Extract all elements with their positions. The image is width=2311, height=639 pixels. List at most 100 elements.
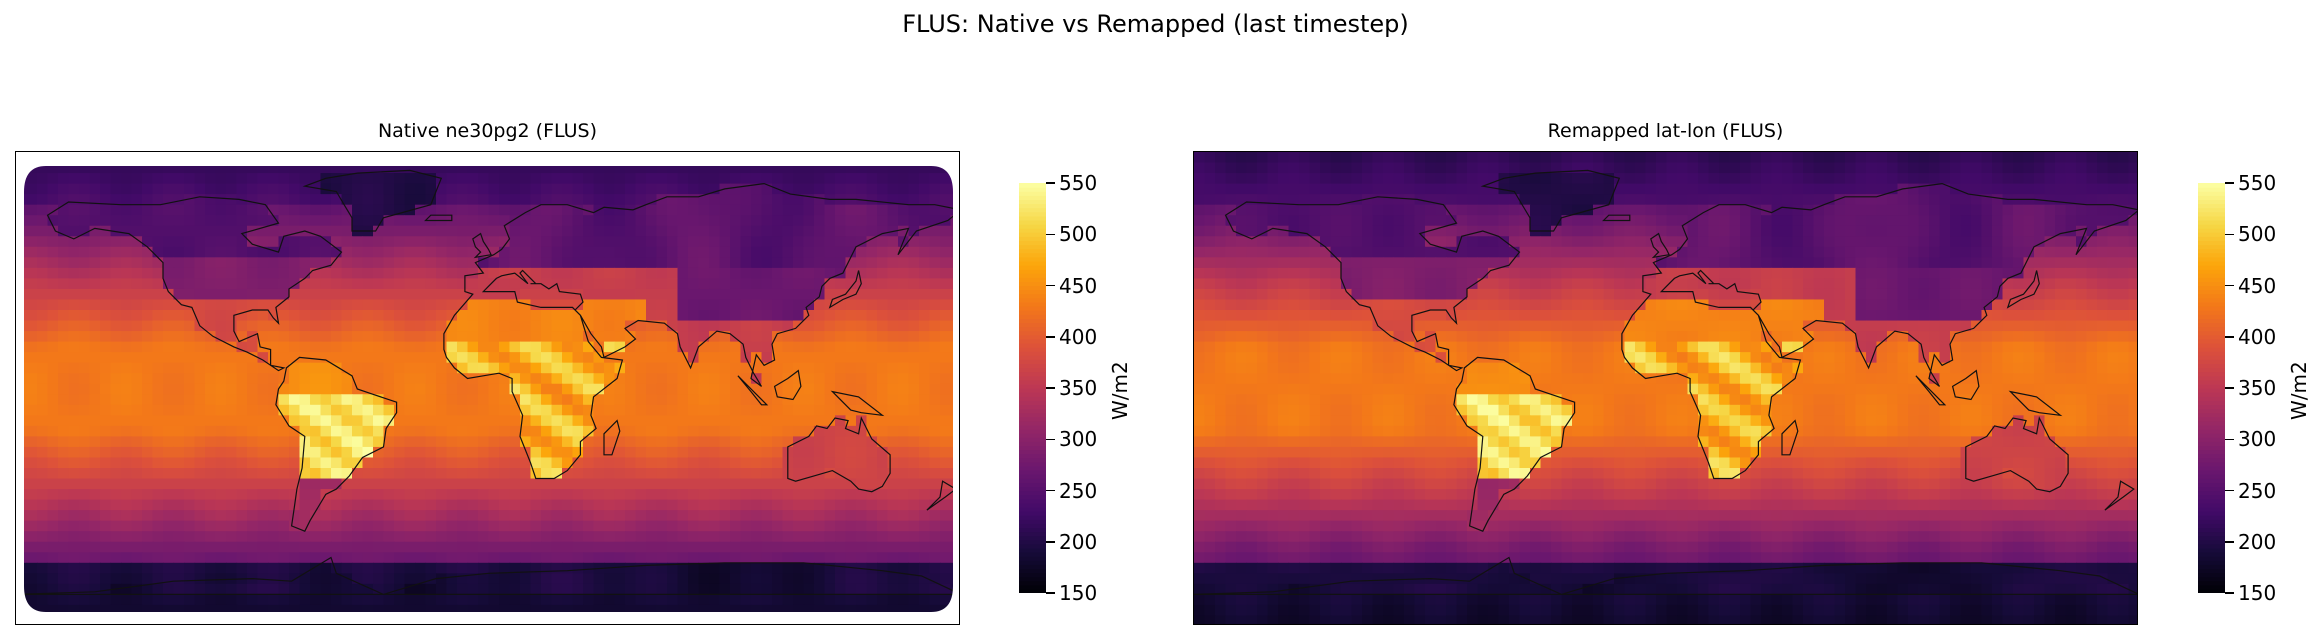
heatmap-cell <box>835 331 847 343</box>
heatmap-cell <box>173 194 185 206</box>
heatmap-cell <box>331 257 343 269</box>
heatmap-cell <box>436 373 448 385</box>
heatmap-cell <box>436 446 448 459</box>
heatmap-cell <box>719 520 731 532</box>
heatmap-cell <box>677 573 689 585</box>
heatmap-cell <box>247 183 259 195</box>
heatmap-cell <box>730 331 742 343</box>
heatmap-cell <box>1845 194 1857 206</box>
heatmap-cell <box>1813 225 1825 237</box>
heatmap-cell <box>142 478 154 490</box>
heatmap-cell <box>37 436 49 448</box>
heatmap-cell <box>761 352 773 364</box>
heatmap-cell <box>37 468 49 480</box>
heatmap-cell <box>299 531 311 543</box>
heatmap-cell <box>782 299 794 311</box>
heatmap-cell <box>761 236 773 248</box>
heatmap-cell <box>373 162 385 174</box>
heatmap-cell <box>247 478 259 490</box>
heatmap-cell <box>1761 162 1773 174</box>
coastline-greenland <box>302 169 443 232</box>
heatmap-cell <box>793 531 805 543</box>
heatmap-cell <box>614 331 626 343</box>
heatmap-cell <box>404 457 416 469</box>
heatmap-cell <box>583 573 595 585</box>
heatmap-cell <box>1236 215 1248 227</box>
heatmap-cell <box>845 173 857 185</box>
heatmap-cell <box>583 594 595 606</box>
heatmap-cell <box>310 288 322 301</box>
heatmap-cell <box>845 573 857 585</box>
heatmap-cell <box>530 362 542 374</box>
heatmap-cell <box>1330 152 1342 164</box>
heatmap-cell <box>625 415 637 427</box>
heatmap-cell <box>940 373 952 385</box>
heatmap-cell <box>436 341 448 353</box>
heatmap-cell <box>1530 152 1542 164</box>
heatmap-cell <box>635 320 647 332</box>
heatmap-cell <box>709 562 721 574</box>
heatmap-cell <box>1792 194 1804 206</box>
heatmap-cell <box>173 478 185 490</box>
heatmap-cell <box>268 267 280 279</box>
heatmap-cell <box>656 583 668 595</box>
heatmap-cell <box>352 310 364 322</box>
heatmap-cell <box>1792 204 1804 216</box>
heatmap-cell <box>614 394 626 406</box>
heatmap-cell <box>268 215 280 227</box>
heatmap-cell <box>152 236 164 248</box>
heatmap-cell <box>205 310 217 322</box>
heatmap-cell <box>226 341 238 353</box>
heatmap-cell <box>152 288 164 301</box>
heatmap-cell <box>467 468 479 480</box>
heatmap-cell <box>215 499 227 511</box>
heatmap-cell <box>583 520 595 532</box>
heatmap-cell <box>331 362 343 374</box>
heatmap-cell <box>68 446 80 459</box>
heatmap-cell <box>572 573 584 585</box>
heatmap-cell <box>604 415 616 427</box>
heatmap-cell <box>1834 152 1846 164</box>
heatmap-cell <box>562 162 574 174</box>
heatmap-cell <box>835 541 847 553</box>
heatmap-cell <box>131 573 143 585</box>
heatmap-cell <box>530 225 542 237</box>
heatmap-cell <box>866 415 878 427</box>
heatmap-cell <box>268 446 280 459</box>
heatmap-cell <box>2086 204 2098 216</box>
heatmap-cell <box>278 183 290 195</box>
heatmap-cell <box>866 478 878 490</box>
heatmap-cell <box>887 299 899 311</box>
heatmap-cell <box>782 257 794 269</box>
heatmap-cell <box>268 541 280 553</box>
heatmap-cell <box>1971 152 1983 164</box>
heatmap-cell <box>793 573 805 585</box>
heatmap-cell <box>1803 152 1815 164</box>
heatmap-cell <box>730 257 742 269</box>
heatmap-cell <box>677 215 689 227</box>
heatmap-cell <box>625 446 637 459</box>
heatmap-cell <box>835 478 847 490</box>
heatmap-cell <box>142 531 154 543</box>
heatmap-cell <box>184 278 196 290</box>
heatmap-cell <box>688 415 700 427</box>
heatmap-cell <box>320 510 332 522</box>
heatmap-cell <box>730 531 742 543</box>
heatmap-cell <box>814 320 826 332</box>
heatmap-cell <box>698 583 710 595</box>
heatmap-cell <box>1687 215 1699 227</box>
heatmap-cell <box>310 194 322 206</box>
heatmap-cell <box>226 162 238 174</box>
heatmap-cell <box>79 278 91 290</box>
heatmap-cell <box>89 583 101 595</box>
heatmap-cell <box>677 331 689 343</box>
heatmap-cell <box>803 194 815 206</box>
heatmap-cell <box>1383 173 1395 185</box>
heatmap-cell <box>541 415 553 427</box>
heatmap-cell <box>173 468 185 480</box>
heatmap-cell <box>1572 183 1584 195</box>
heatmap-cell <box>205 425 217 437</box>
heatmap-cell <box>68 299 80 311</box>
heatmap-cell <box>908 267 920 279</box>
heatmap-cell <box>205 594 217 606</box>
